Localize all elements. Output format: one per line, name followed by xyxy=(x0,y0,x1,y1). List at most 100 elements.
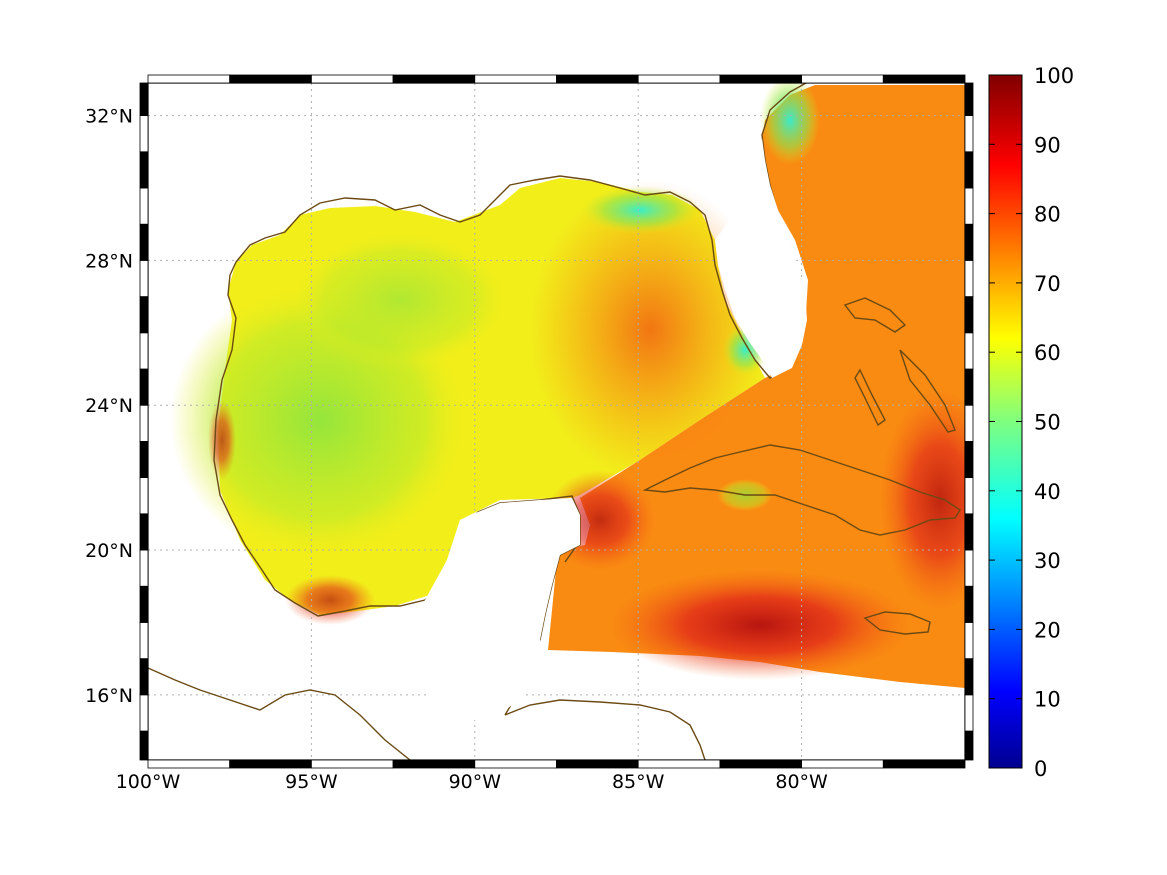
northern-gulf-cyan-area xyxy=(580,186,700,234)
colorbar-tick-label: 90 xyxy=(1034,133,1061,157)
frame-segment xyxy=(964,477,974,515)
frame-segment xyxy=(637,74,721,84)
colorbar-tick-label: 40 xyxy=(1034,480,1061,504)
colorbar-tick-label: 30 xyxy=(1034,549,1061,573)
lon-tick-label: 85°W xyxy=(612,771,665,793)
frame-segment xyxy=(964,658,974,696)
central-america-coastline xyxy=(148,667,411,760)
frame-segment xyxy=(139,296,149,334)
frame-segment xyxy=(392,759,476,769)
frame-segment xyxy=(139,115,149,153)
frame-segment xyxy=(139,404,149,442)
frame-segment xyxy=(556,74,639,84)
frame-segment xyxy=(310,759,394,769)
map-plot-area xyxy=(148,83,965,760)
texas-coast-red-area xyxy=(208,400,236,480)
frame-segment xyxy=(964,730,974,761)
frame-segment xyxy=(139,368,149,406)
frame-segment xyxy=(964,296,974,334)
bahamas-coastline xyxy=(843,297,956,433)
frame-segment xyxy=(719,759,803,769)
eastern-gulf-orange-area xyxy=(530,180,770,480)
frame-segment xyxy=(139,82,149,116)
frame-segment xyxy=(964,187,974,225)
frame-segment xyxy=(964,404,974,442)
frame-bottom-ticks xyxy=(147,759,966,769)
frame-segment xyxy=(882,759,966,769)
frame-segment xyxy=(882,74,966,84)
lat-tick-label: 20°N xyxy=(85,540,133,562)
yucatan-land xyxy=(400,498,580,720)
frame-segment xyxy=(229,759,312,769)
longitude-labels: 100°W 95°W 90°W 85°W 80°W xyxy=(116,771,828,793)
florida-land xyxy=(715,138,807,378)
frame-segment xyxy=(556,759,639,769)
colorbar: 0 10 20 30 40 50 60 70 80 90 100 xyxy=(988,64,1074,781)
lat-tick-label: 16°N xyxy=(85,685,133,707)
frame-left-ticks xyxy=(139,82,149,761)
frame-segment xyxy=(719,74,803,84)
colorbar-tick-label: 80 xyxy=(1034,203,1061,227)
jamaica-coastline xyxy=(863,611,931,635)
colorbar-ticks xyxy=(989,74,1022,769)
hispaniola-red-area xyxy=(880,390,965,610)
frame-segment xyxy=(964,694,974,732)
frame-segment xyxy=(637,759,721,769)
map-frame xyxy=(139,74,974,769)
frame-segment xyxy=(964,259,974,297)
frame-segment xyxy=(801,759,884,769)
frame-segment xyxy=(139,730,149,761)
frame-segment xyxy=(310,74,394,84)
frame-segment xyxy=(964,585,974,623)
frame-segment xyxy=(964,549,974,587)
frame-segment xyxy=(964,441,974,479)
lat-tick-label: 32°N xyxy=(85,106,133,128)
colorbar-tick-label: 0 xyxy=(1034,757,1047,781)
georgia-coast-cyan-area xyxy=(760,83,820,165)
honduras-coastline xyxy=(504,699,706,760)
frame-segment xyxy=(147,759,231,769)
frame-segment xyxy=(139,151,149,189)
frame-segment xyxy=(964,513,974,551)
lon-tick-label: 100°W xyxy=(116,771,181,793)
lat-tick-label: 24°N xyxy=(85,395,133,417)
frame-segment xyxy=(139,223,149,261)
frame-segment xyxy=(139,332,149,370)
caribbean-red-area xyxy=(610,570,910,680)
frame-segment xyxy=(392,74,476,84)
frame-segment xyxy=(147,74,231,84)
frame-segment xyxy=(474,74,557,84)
frame-segment xyxy=(964,115,974,153)
frame-segment xyxy=(139,477,149,515)
frame-segment xyxy=(139,549,149,587)
central-gulf-green-area xyxy=(290,230,510,370)
frame-top-ticks xyxy=(147,74,966,84)
frame-segment xyxy=(139,441,149,479)
frame-segment xyxy=(964,82,974,116)
frame-segment xyxy=(964,151,974,189)
lon-tick-label: 95°W xyxy=(285,771,338,793)
colorbar-tick-label: 20 xyxy=(1034,618,1061,642)
frame-segment xyxy=(139,259,149,297)
bay-of-campeche-red-area xyxy=(285,575,375,625)
frame-segment xyxy=(964,332,974,370)
latitude-labels: 16°N 20°N 24°N 28°N 32°N xyxy=(85,106,133,707)
colorbar-tick-label: 100 xyxy=(1034,64,1074,88)
colorbar-tick-label: 50 xyxy=(1034,411,1061,435)
colorbar-tick-label: 60 xyxy=(1034,341,1061,365)
frame-segment xyxy=(139,187,149,225)
frame-right-ticks xyxy=(964,82,974,761)
frame-segment xyxy=(139,622,149,660)
frame-segment xyxy=(801,74,884,84)
lon-tick-label: 80°W xyxy=(775,771,828,793)
frame-segment xyxy=(139,658,149,696)
frame-segment xyxy=(964,368,974,406)
frame-segment xyxy=(139,585,149,623)
colorbar-tick-label: 70 xyxy=(1034,272,1061,296)
frame-segment xyxy=(964,622,974,660)
colorbar-tick-label: 10 xyxy=(1034,688,1061,712)
frame-segment xyxy=(964,223,974,261)
frame-segment xyxy=(139,694,149,732)
frame-segment xyxy=(229,74,312,84)
